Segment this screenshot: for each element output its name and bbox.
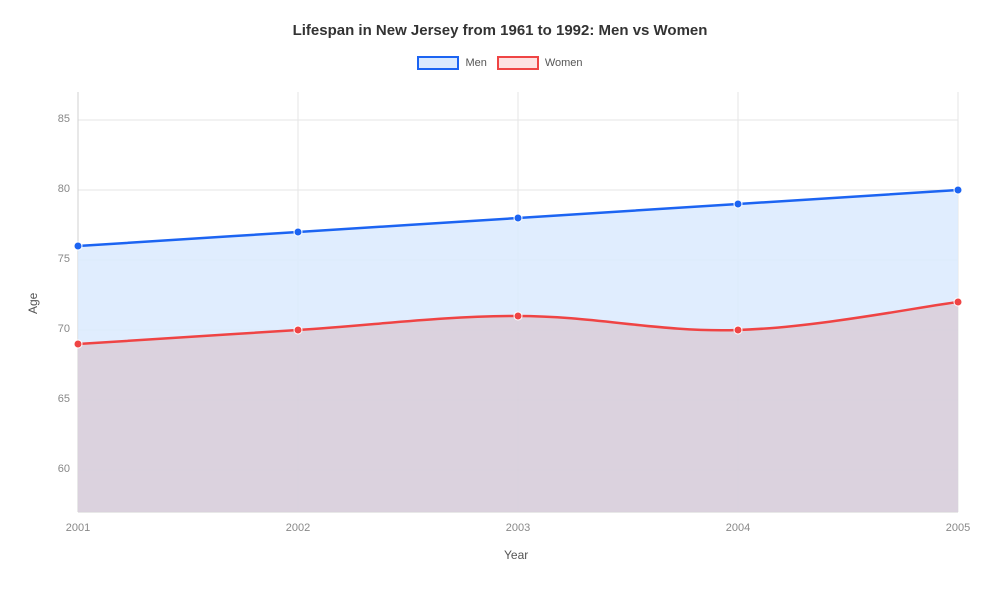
legend: Men Women xyxy=(0,56,1000,70)
x-tick-label: 2004 xyxy=(726,522,750,534)
x-tick-label: 2005 xyxy=(946,522,970,534)
legend-swatch-men xyxy=(417,56,459,70)
legend-swatch-women xyxy=(497,56,539,70)
legend-label-men: Men xyxy=(465,57,486,69)
y-tick-label: 60 xyxy=(38,463,70,475)
y-tick-label: 65 xyxy=(38,393,70,405)
plot-area xyxy=(78,92,958,512)
legend-item-women: Women xyxy=(497,56,583,70)
y-tick-label: 80 xyxy=(38,183,70,195)
y-tick-label: 70 xyxy=(38,323,70,335)
plot-svg xyxy=(78,92,958,512)
chart-title: Lifespan in New Jersey from 1961 to 1992… xyxy=(0,22,1000,39)
y-tick-label: 85 xyxy=(38,113,70,125)
legend-item-men: Men xyxy=(417,56,486,70)
x-tick-label: 2002 xyxy=(286,522,310,534)
x-tick-label: 2001 xyxy=(66,522,90,534)
y-tick-label: 75 xyxy=(38,253,70,265)
chart-container: Lifespan in New Jersey from 1961 to 1992… xyxy=(0,0,1000,600)
legend-label-women: Women xyxy=(545,57,583,69)
y-axis-label: Age xyxy=(26,293,40,314)
x-axis-label: Year xyxy=(504,548,528,562)
x-tick-label: 2003 xyxy=(506,522,530,534)
